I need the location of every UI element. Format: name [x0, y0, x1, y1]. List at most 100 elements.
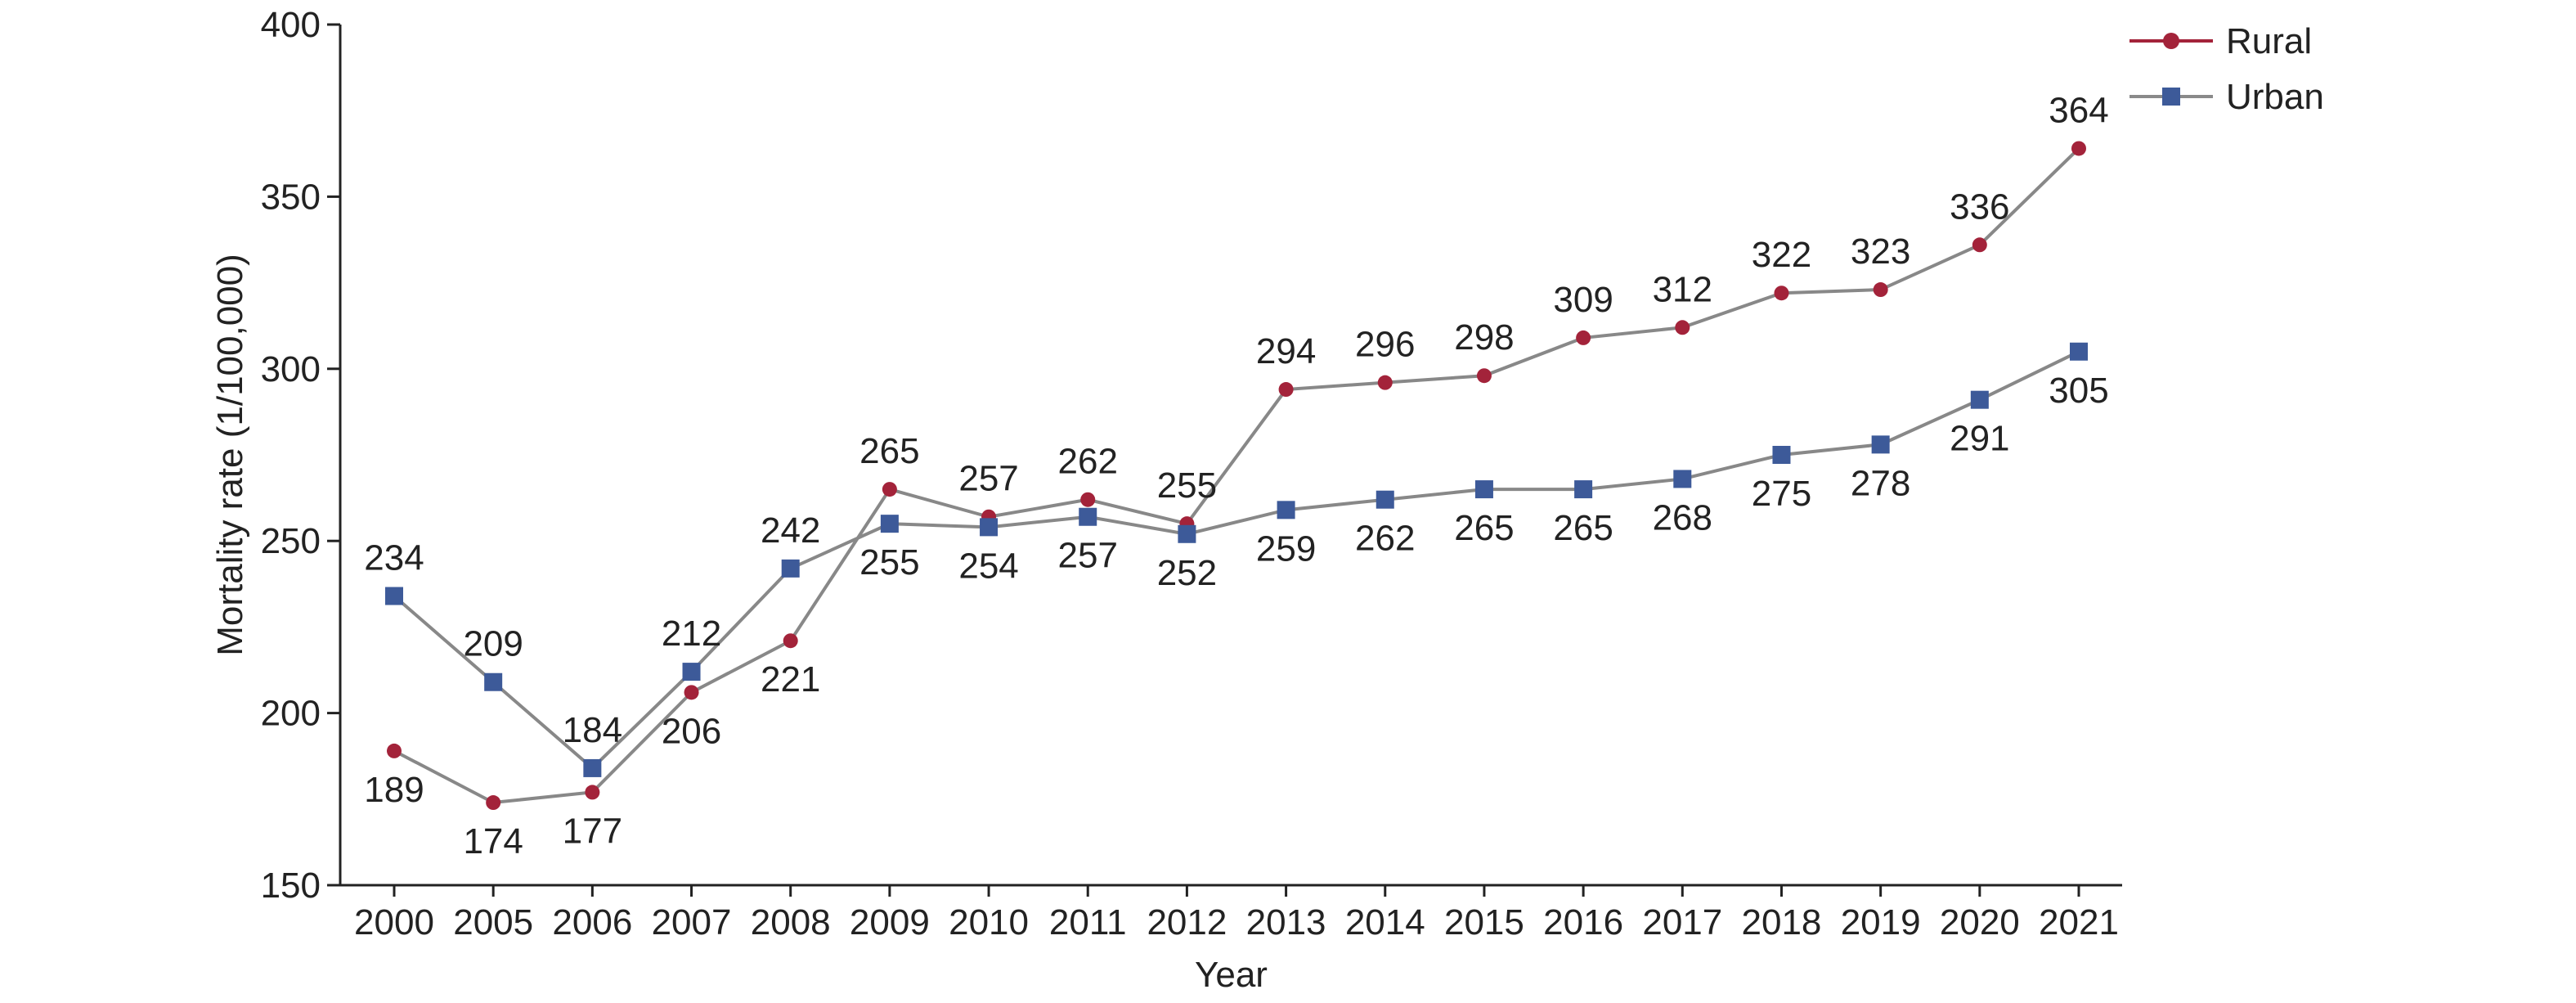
x-tick-label: 2019 [1841, 902, 1921, 942]
data-label-rural: 206 [662, 711, 721, 751]
x-tick-label: 2021 [2039, 902, 2119, 942]
series-line-urban [393, 349, 2080, 771]
point-rural [2071, 141, 2086, 156]
x-tick-label: 2007 [652, 902, 732, 942]
point-urban [682, 663, 701, 681]
data-label-urban: 184 [563, 710, 622, 750]
data-label-rural: 336 [1950, 187, 2009, 227]
data-label-rural: 262 [1058, 442, 1118, 482]
series-line-rural [393, 147, 2080, 805]
point-rural [1278, 382, 1294, 398]
data-label-urban: 278 [1851, 463, 1910, 503]
data-label-rural: 255 [1157, 466, 1217, 506]
legend-marker-urban [2162, 88, 2180, 106]
data-labels: 189 234 174 209 177 184 206 212 221 242 265 255 257 2… [364, 90, 2108, 861]
point-urban [1673, 470, 1692, 488]
point-urban [980, 518, 999, 537]
x-tick-label: 2015 [1444, 902, 1524, 942]
data-label-urban: 265 [1553, 508, 1613, 548]
series-markers [385, 141, 2088, 811]
point-rural [486, 795, 501, 811]
data-label-rural: 257 [958, 459, 1018, 499]
x-tick-label: 2016 [1543, 902, 1623, 942]
legend-label-urban: Urban [2226, 77, 2324, 117]
point-urban [1970, 390, 1989, 409]
data-label-rural: 322 [1752, 235, 1811, 275]
data-label-urban: 257 [1058, 536, 1118, 576]
y-tick-label: 350 [261, 177, 321, 217]
series-lines [393, 147, 2080, 805]
x-tick-label: 2018 [1742, 902, 1822, 942]
point-urban [1772, 446, 1791, 464]
y-tick-label: 400 [261, 5, 321, 45]
data-label-rural: 174 [463, 821, 523, 861]
x-tick-label: 2008 [751, 902, 831, 942]
point-rural [1972, 237, 1987, 253]
data-label-rural: 177 [563, 811, 622, 851]
data-label-urban: 212 [662, 614, 721, 654]
legend-marker-rural [2163, 33, 2179, 49]
y-tick-label: 200 [261, 694, 321, 734]
point-urban [1277, 501, 1295, 519]
data-label-rural: 221 [761, 659, 820, 699]
data-label-rural: 265 [859, 431, 919, 471]
x-tick-label: 2011 [1049, 902, 1127, 942]
point-rural [1476, 368, 1492, 384]
data-label-rural: 312 [1653, 269, 1712, 309]
point-urban [1871, 435, 1890, 454]
x-tick-label: 2013 [1246, 902, 1326, 942]
data-label-urban: 255 [859, 542, 919, 582]
data-label-urban: 262 [1355, 519, 1415, 559]
x-axis-title: Year [1195, 955, 1268, 995]
data-label-rural: 323 [1851, 232, 1910, 272]
x-tick-label: 2000 [354, 902, 434, 942]
x-tick-label: 2017 [1642, 902, 1722, 942]
y-tick-label: 300 [261, 349, 321, 389]
point-rural [585, 785, 600, 800]
data-label-rural: 364 [2049, 90, 2108, 130]
x-ticks: 2000 2005 2006 2007 2008 2009 2010 2011 2012 2013… [354, 885, 2119, 942]
data-label-urban: 242 [761, 510, 820, 551]
axes [339, 25, 2122, 887]
point-urban [880, 515, 899, 533]
point-urban [1079, 507, 1097, 526]
point-rural [1873, 282, 1888, 298]
x-tick-label: 2009 [850, 902, 930, 942]
data-label-rural: 309 [1553, 280, 1613, 320]
point-urban [781, 559, 800, 578]
data-label-rural: 298 [1454, 317, 1514, 358]
data-label-urban: 305 [2049, 371, 2108, 411]
point-rural [1080, 492, 1096, 507]
point-rural [1377, 375, 1393, 390]
data-label-rural: 189 [364, 770, 424, 810]
point-rural [1675, 320, 1690, 335]
x-tick-label: 2014 [1345, 902, 1425, 942]
point-urban [484, 672, 503, 691]
data-label-urban: 275 [1752, 474, 1811, 514]
x-tick-label: 2005 [453, 902, 533, 942]
x-tick-label: 2010 [949, 902, 1029, 942]
data-label-urban: 265 [1454, 508, 1514, 548]
data-label-urban: 268 [1653, 497, 1712, 537]
data-label-rural: 296 [1355, 325, 1415, 365]
data-label-urban: 291 [1950, 419, 2009, 459]
point-rural [882, 482, 897, 497]
y-tick-label: 250 [261, 521, 321, 561]
point-rural [1774, 286, 1789, 301]
data-label-urban: 234 [364, 538, 424, 578]
y-axis-title: Mortality rate (1/100,000) [210, 254, 250, 656]
data-label-urban: 252 [1157, 553, 1217, 593]
point-urban [583, 758, 602, 777]
legend-label-rural: Rural [2226, 21, 2312, 61]
point-urban [1474, 480, 1493, 499]
y-ticks: 150 200 250 300 350 400 [261, 5, 340, 906]
y-tick-label: 150 [261, 866, 321, 906]
point-rural [684, 685, 699, 700]
data-label-urban: 259 [1256, 528, 1316, 569]
point-urban [1178, 524, 1196, 543]
point-urban [2070, 342, 2088, 361]
point-rural [783, 633, 798, 649]
x-tick-label: 2012 [1147, 902, 1227, 942]
legend: Rural Urban [2129, 21, 2324, 117]
